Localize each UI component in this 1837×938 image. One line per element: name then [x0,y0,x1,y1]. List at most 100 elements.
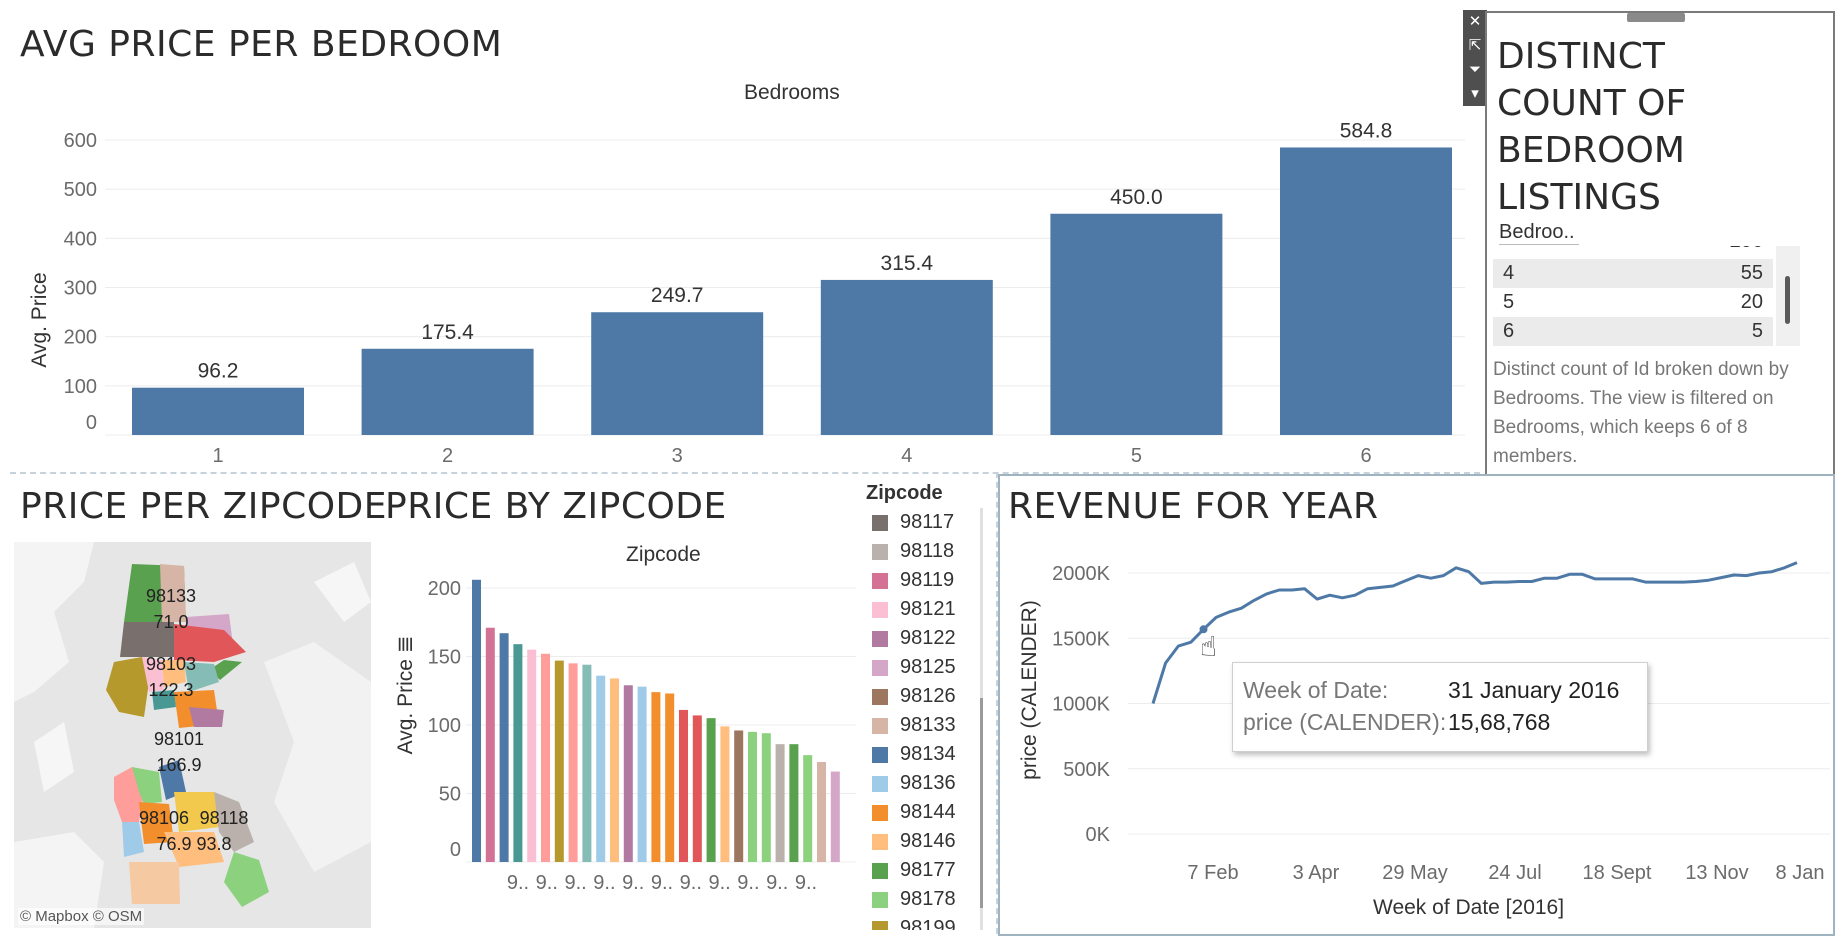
bar [361,348,534,435]
y-tick-label: 0 [86,412,97,434]
bedroom-bar-chart: 96.2 175.4 249.7 315.4 450.0 584.8 0 100 200 300 4… [64,119,1465,467]
legend-label: 98144 [900,801,956,823]
legend-item[interactable]: 98134 [872,740,982,769]
legend-item[interactable]: 98125 [872,653,982,682]
legend-item[interactable]: 98178 [872,885,982,914]
x-tick-label: 29 May [1382,862,1448,884]
x-tick-label: 9.. [536,872,558,894]
bar [1050,213,1223,435]
legend-item[interactable]: 98136 [872,769,982,798]
map-zip-label: 98101 [154,729,204,749]
table-scrollbar[interactable] [1776,246,1800,346]
avg-price-title: AVG PRICE PER BEDROOM [20,24,503,65]
tooltip-value: 15,68,768 [1448,709,1551,735]
legend-item[interactable]: 98177 [872,856,982,885]
table-row[interactable]: 4 55 [1493,259,1773,288]
data-label: 584.8 [1340,119,1393,142]
bar [1280,147,1452,435]
data-label: 315.4 [881,252,934,275]
zipcode-bar-chart: 0 50 100 150 200 9.. 9.. 9.. 9.. 9.. 9.. 9.. 9.. 9.. 9… [428,578,856,894]
data-label: 249.7 [651,284,704,307]
legend-label: 98134 [900,743,956,765]
zipcode-legend: 98117 98118 98119 98121 98122 98125 98126 98133… [872,508,982,930]
bar [132,387,304,435]
bar [748,731,757,862]
legend-item[interactable]: 98126 [872,682,982,711]
bar [734,730,744,862]
zip-bar-title: PRICE BY ZIPCODE [385,486,727,527]
table-row[interactable]: 5 20 [1503,291,1763,313]
legend-swatch [872,775,888,792]
bar [789,744,799,862]
y-tick-label: 300 [64,278,97,300]
y-tick-label: 100 [64,376,97,398]
bedrooms-column-header[interactable]: Bedroo.. [1499,221,1579,245]
legend-item[interactable]: 98122 [872,624,982,653]
tooltip-key: price (CALENDER): [1243,709,1447,735]
bar [775,744,785,862]
bar [568,663,578,862]
y-tick-label: 2000K [1052,563,1110,585]
legend-item[interactable]: 98199 [872,914,982,930]
legend-label: 98199 [900,917,956,930]
popout-icon[interactable]: ⇱ [1468,37,1482,54]
legend-item[interactable]: 98144 [872,798,982,827]
filter-icon[interactable]: ⏷ [1468,61,1481,78]
x-tick-label: 9.. [766,872,788,894]
legend-swatch [872,920,888,930]
tooltip-key: Week of Date: [1243,677,1389,703]
distinct-title: DISTINCT COUNT OF BEDROOM LISTINGS [1497,36,1687,218]
y-tick-label: 500 [64,179,97,201]
bar [527,649,537,862]
y-tick-label: 1000K [1052,694,1110,716]
x-tick-label: 9.. [795,872,817,894]
map-value-label: 93.8 [196,834,231,854]
scrollbar-thumb[interactable] [980,698,983,908]
panel-controls: ✕ ⇱ ⏷ ▾ [1463,10,1487,106]
legend-item[interactable]: 98146 [872,827,982,856]
legend-swatch [872,630,888,647]
legend-swatch [872,601,888,618]
legend-label: 98146 [900,830,956,852]
bar [541,653,550,862]
x-tick-label: 9.. [708,872,730,894]
legend-item[interactable]: 98121 [872,595,982,624]
map-zip-label: 98133 [146,586,196,606]
revenue-xlabel: Week of Date [2016] [1373,896,1565,919]
legend-item[interactable]: 98133 [872,711,982,740]
legend-swatch [872,659,888,676]
distinct-count-panel[interactable]: DISTINCT COUNT OF BEDROOM LISTINGS Bedro… [1485,11,1835,476]
x-tick-label: 3 [672,445,683,467]
x-tick-label: 9.. [593,872,615,894]
x-tick-label: 13 Nov [1685,862,1748,884]
map-attribution: © Mapbox © OSM [18,908,145,925]
map-zip-label: 98106 [139,808,189,828]
bedrooms-axis-label: Bedrooms [744,81,840,104]
legend-swatch [872,543,888,560]
x-tick-label: 7 Feb [1187,862,1238,884]
legend-label: 98125 [900,656,956,678]
legend-scrollbar[interactable] [980,508,983,930]
legend-swatch [872,717,888,734]
bar [499,633,509,862]
bar [596,675,606,862]
legend-item[interactable]: 98118 [872,537,982,566]
map-value-label: 122.3 [148,680,193,700]
legend-item[interactable]: 98119 [872,566,982,595]
legend-item[interactable]: 98117 [872,508,982,537]
close-icon[interactable]: ✕ [1468,13,1482,30]
x-tick-label: 8 Jan [1776,862,1825,884]
zipcode-map[interactable]: 98133 71.0 98103 122.3 98101 166.9 98106 76.9 98… [14,542,371,928]
scrollbar-thumb[interactable] [1785,276,1790,324]
more-menu-icon[interactable]: ▾ [1471,85,1479,102]
legend-swatch [872,688,888,705]
legend-label: 98136 [900,772,956,794]
legend-label: 98119 [900,569,955,591]
x-tick-label: 9.. [680,872,702,894]
legend-label: 98178 [900,888,956,910]
divider [10,472,1480,474]
drag-handle-icon[interactable] [1627,13,1685,22]
